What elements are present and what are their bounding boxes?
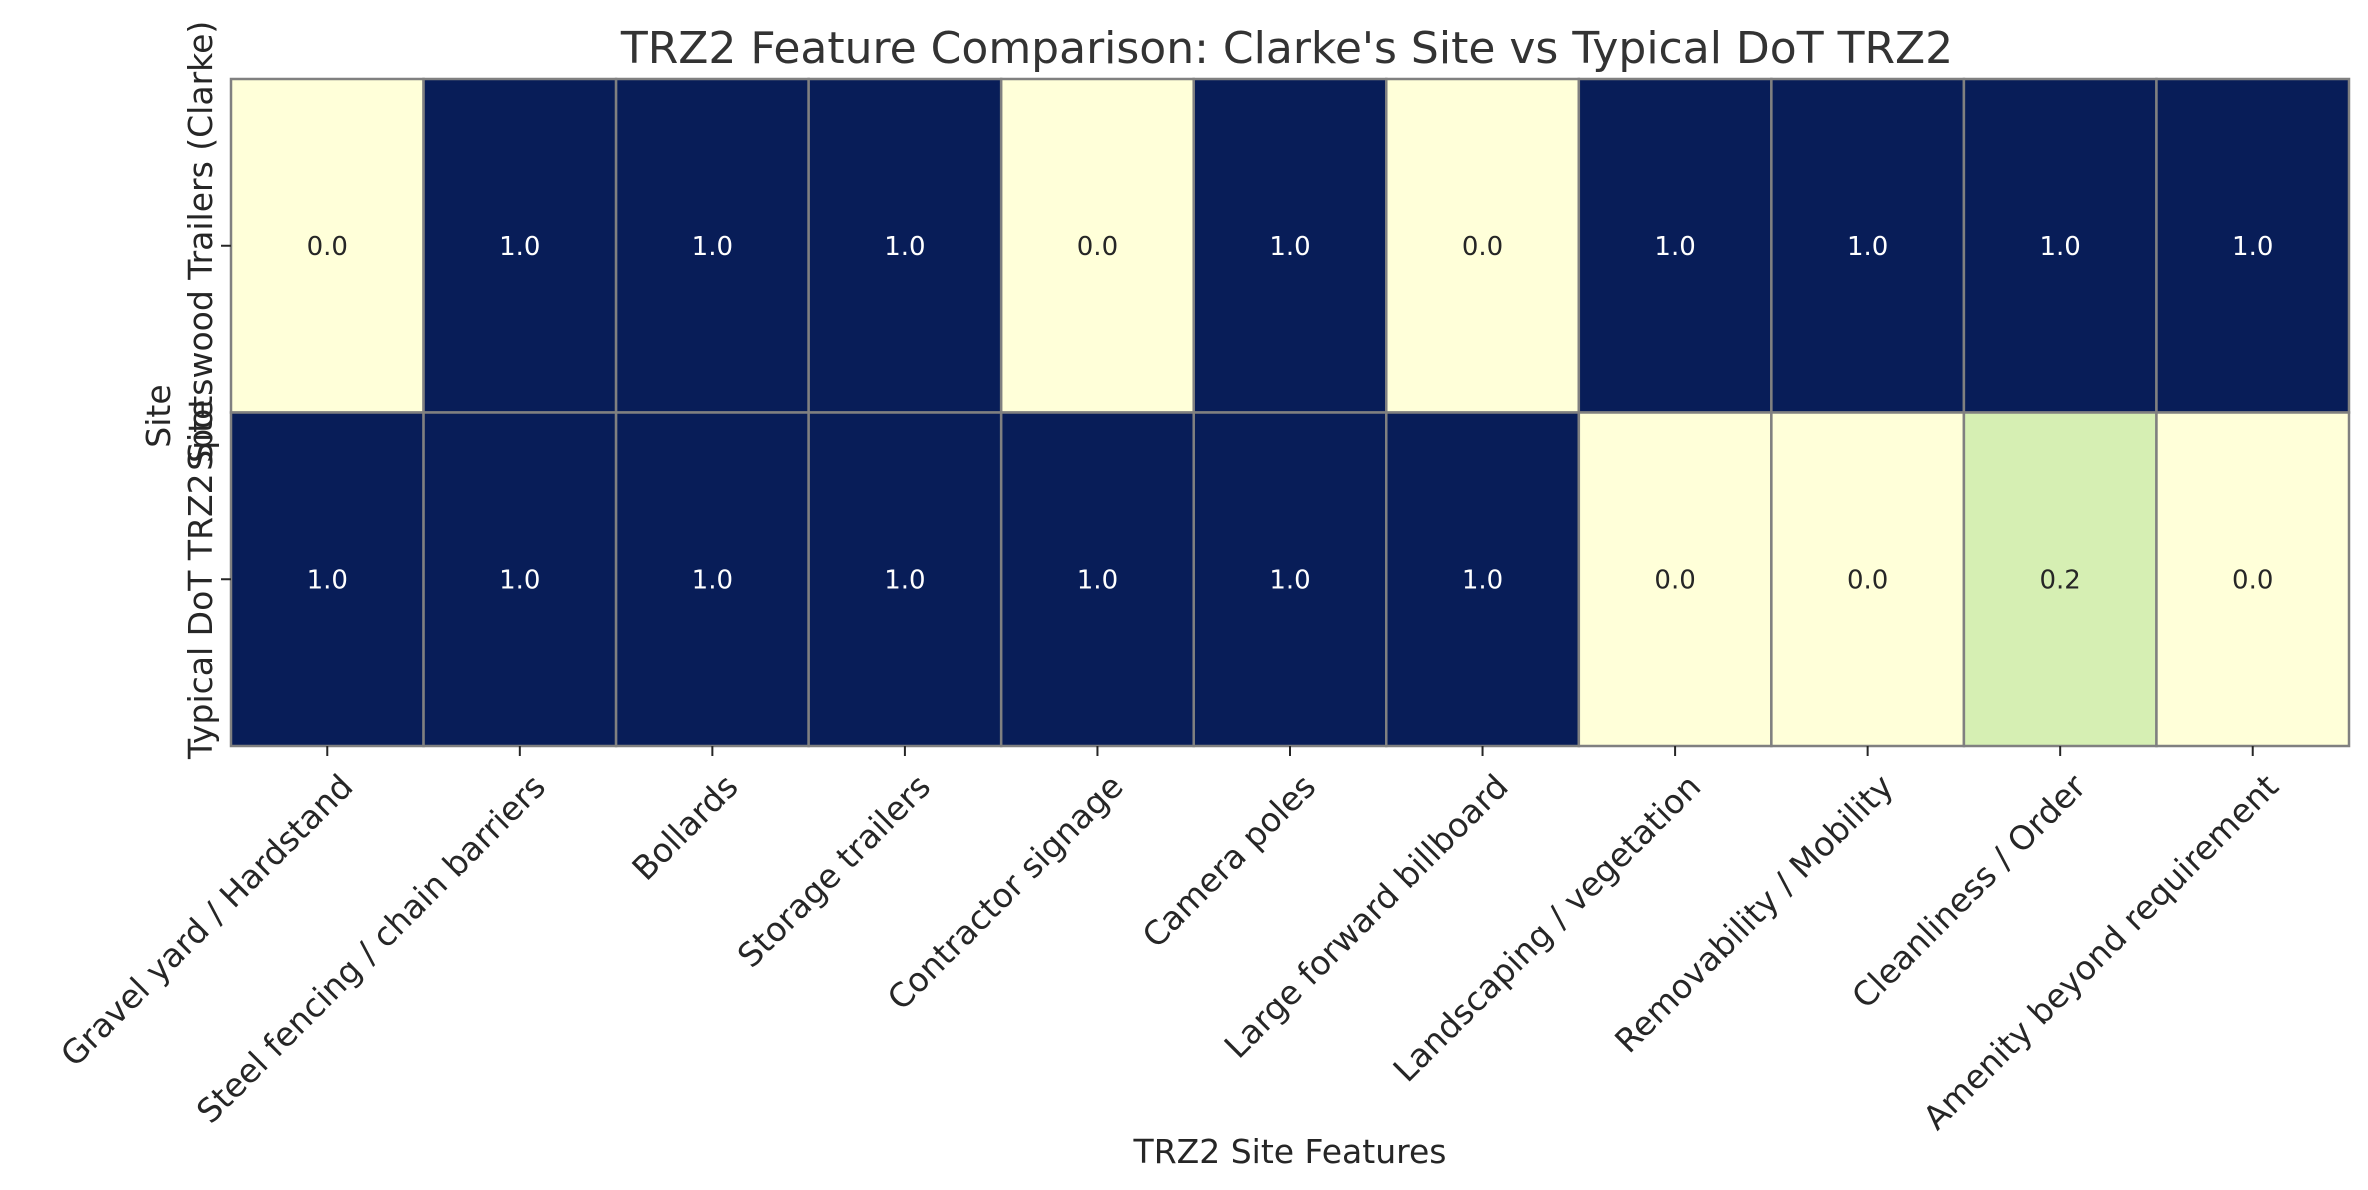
x-tick-label: Storage trailers	[730, 767, 938, 975]
x-tick-label: Bollards	[624, 767, 745, 888]
heatmap-cell	[229, 77, 425, 414]
cell-value-label: 1.0	[1077, 565, 1118, 595]
y-tick-label: Spotswood Trailers (Clarke)	[181, 21, 220, 471]
heatmap-cell	[1962, 411, 2158, 748]
cell-value-label: 0.0	[2232, 565, 2273, 595]
x-axis-label: TRZ2 Site Features	[1133, 1132, 1447, 1171]
x-tick-label: Amenity beyond requirement	[1915, 767, 2286, 1138]
cell-value-label: 1.0	[1462, 565, 1503, 595]
cell-value-label: 0.0	[1077, 232, 1118, 262]
heatmap-cell	[229, 411, 425, 748]
cell-value-label: 1.0	[1269, 232, 1310, 262]
heatmap-cell	[1192, 411, 1388, 748]
y-axis-label: Site	[139, 384, 178, 447]
cell-value-label: 1.0	[884, 565, 925, 595]
cell-value-label: 0.0	[1462, 232, 1503, 262]
heatmap-cell	[422, 411, 618, 748]
cell-value-label: 1.0	[692, 232, 733, 262]
cell-value-label: 0.2	[2040, 565, 2081, 595]
cell-value-label: 1.0	[1654, 232, 1695, 262]
cell-value-label: 1.0	[1269, 565, 1310, 595]
y-tick-label: Typical DoT TRZ2 Site	[181, 400, 220, 760]
x-tick-label: Landscaping / vegetation	[1385, 767, 1708, 1090]
chart-title: TRZ2 Feature Comparison: Clarke's Site v…	[620, 23, 1953, 74]
cell-value-label: 0.0	[1847, 565, 1888, 595]
heatmap-cell	[1577, 411, 1773, 748]
heatmap-cell	[1577, 77, 1773, 414]
heatmap-cell	[422, 77, 618, 414]
heatmap-cell	[614, 77, 810, 414]
cell-value-label: 1.0	[1847, 232, 1888, 262]
cell-value-label: 0.0	[1654, 565, 1695, 595]
cell-value-label: 0.0	[307, 232, 348, 262]
heatmap-cell	[1770, 411, 1966, 748]
y-axis-ticks: Spotswood Trailers (Clarke)Typical DoT T…	[181, 21, 231, 760]
x-tick-label: Steel fencing / chain barriers	[189, 767, 553, 1131]
heatmap-cell	[999, 411, 1195, 748]
cell-value-label: 1.0	[2232, 232, 2273, 262]
heatmap-cell	[999, 77, 1195, 414]
cell-value-label: 1.0	[307, 565, 348, 595]
heatmap-cell	[614, 411, 810, 748]
heatmap-cell	[2155, 411, 2351, 748]
cell-value-label: 1.0	[499, 565, 540, 595]
heatmap-cell	[1962, 77, 2158, 414]
heatmap-cell	[1385, 411, 1581, 748]
heatmap-cell	[1192, 77, 1388, 414]
heatmap-cell	[807, 411, 1003, 748]
cell-value-label: 1.0	[499, 232, 540, 262]
cell-value-label: 1.0	[2040, 232, 2081, 262]
cell-value-label: 1.0	[692, 565, 733, 595]
cell-value-label: 1.0	[884, 232, 925, 262]
heatmap-cells: 0.0 1.0 1.0 1.0 0.0 1.0 0.0 1.0 1.0 1.0 1.0 1.0 1.0 1…	[229, 77, 2351, 748]
heatmap-cell	[807, 77, 1003, 414]
x-tick-label: Camera poles	[1135, 767, 1324, 956]
heatmap-cell	[2155, 77, 2351, 414]
